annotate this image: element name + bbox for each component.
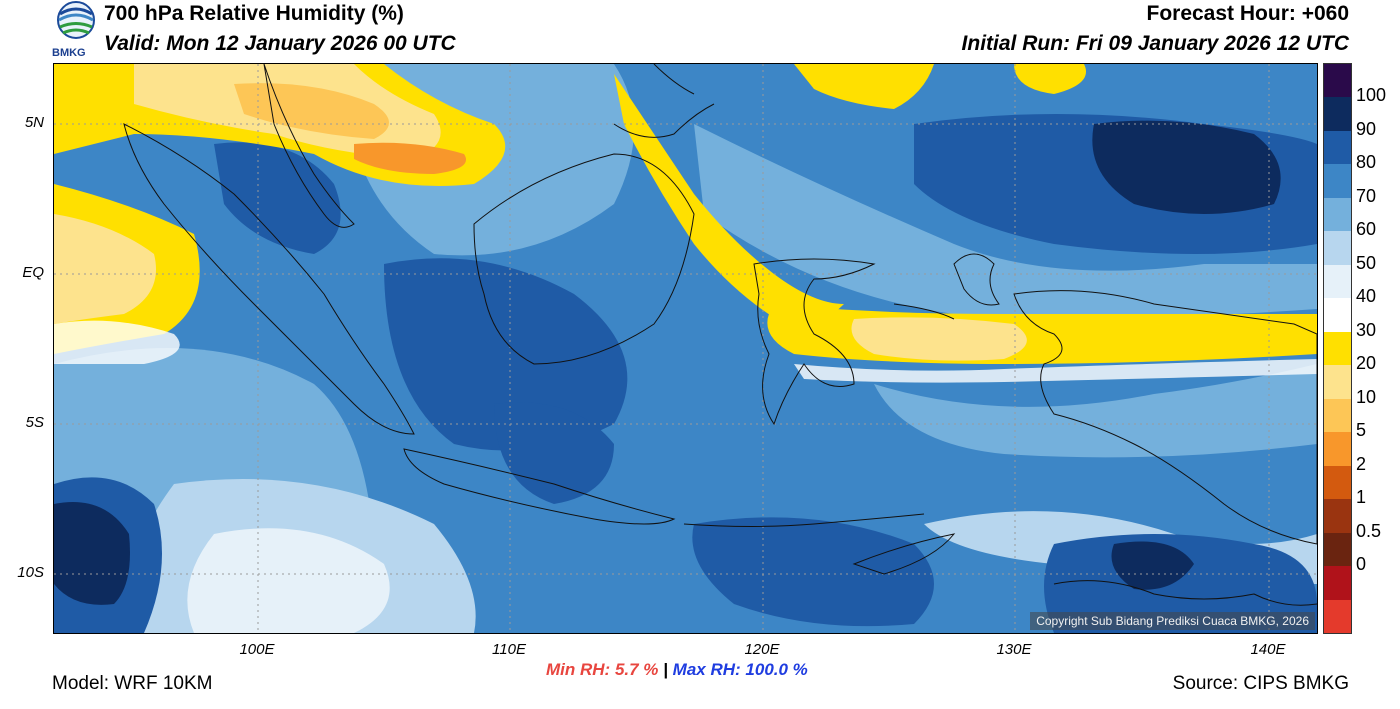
colorbar-swatch: [1324, 499, 1351, 533]
colorbar-label: 30: [1356, 319, 1377, 340]
stats-separator: |: [663, 660, 668, 679]
colorbar: [1323, 63, 1352, 634]
colorbar-swatch: [1324, 599, 1351, 633]
lat-label-5n: 5N: [24, 114, 44, 131]
model-name: Model: WRF 10KM: [52, 673, 213, 694]
colorbar-label: 10: [1356, 386, 1377, 407]
colorbar-swatch: [1324, 130, 1351, 165]
lon-label-140e: 140E: [1250, 641, 1286, 658]
max-rh-label: Max RH:: [672, 660, 741, 679]
initial-run: Initial Run: Fri 09 January 2026 12 UTC: [961, 32, 1349, 55]
lon-label-130e: 130E: [996, 641, 1032, 658]
min-rh-label: Min RH:: [546, 660, 611, 679]
colorbar-label: 60: [1356, 219, 1377, 240]
chart-title: 700 hPa Relative Humidity (%): [104, 2, 404, 25]
colorbar-swatch: [1324, 532, 1351, 567]
forecast-hour: Forecast Hour: +060: [1146, 2, 1350, 25]
grid-lines: [54, 64, 1317, 633]
colorbar-label: 100: [1356, 85, 1387, 106]
colorbar-label: 70: [1356, 185, 1377, 206]
colorbar-swatch: [1324, 231, 1351, 265]
colorbar-label: 20: [1356, 353, 1377, 374]
colorbar-label: 2: [1356, 453, 1367, 474]
lat-label-eq: EQ: [22, 264, 44, 281]
logo-text: BMKG: [52, 47, 86, 59]
colorbar-label: 80: [1356, 152, 1377, 173]
colorbar-swatch: [1324, 432, 1351, 466]
lat-label-10s: 10S: [17, 564, 44, 581]
colorbar-swatch: [1324, 566, 1351, 600]
colorbar-swatch: [1324, 64, 1351, 98]
colorbar-label: 50: [1356, 252, 1377, 273]
lon-label-110e: 110E: [492, 641, 526, 658]
valid-time: Valid: Mon 12 January 2026 00 UTC: [104, 32, 456, 55]
colorbar-swatch: [1324, 97, 1351, 131]
colorbar-label: 40: [1356, 286, 1377, 307]
data-source: Source: CIPS BMKG: [1172, 673, 1349, 694]
colorbar-label: 0: [1356, 554, 1367, 575]
lon-label-100e: 100E: [239, 641, 275, 658]
humidity-map: [53, 63, 1318, 634]
colorbar-swatch: [1324, 331, 1351, 366]
lon-label-120e: 120E: [744, 641, 780, 658]
max-rh-value: 100.0 %: [745, 660, 808, 679]
colorbar-swatch: [1324, 164, 1351, 198]
min-rh-value: 5.7 %: [614, 660, 659, 679]
colorbar-swatch: [1324, 197, 1351, 232]
coastlines: [123, 64, 1317, 606]
colorbar-swatch: [1324, 465, 1351, 500]
colorbar-swatch: [1324, 298, 1351, 332]
copyright-notice: Copyright Sub Bidang Prediksi Cuaca BMKG…: [1030, 612, 1315, 630]
colorbar-swatch: [1324, 365, 1351, 399]
colorbar-swatch: [1324, 264, 1351, 299]
colorbar-label: 1: [1356, 487, 1367, 508]
colorbar-swatch: [1324, 398, 1351, 433]
colorbar-label: 5: [1356, 420, 1367, 441]
bmkg-logo: [52, 0, 100, 60]
colorbar-label: 0.5: [1356, 520, 1382, 541]
colorbar-label: 90: [1356, 118, 1377, 139]
lat-label-5s: 5S: [25, 414, 44, 431]
rh-stats: Min RH: 5.7 % | Max RH: 100.0 %: [546, 660, 808, 680]
